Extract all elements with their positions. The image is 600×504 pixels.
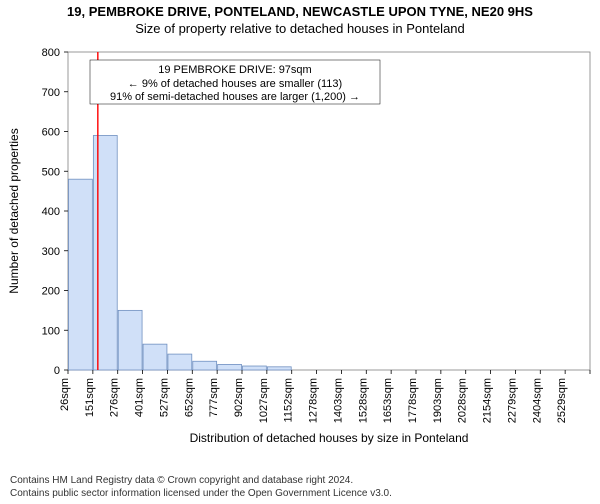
y-tick-label: 600: [42, 127, 60, 139]
info-box-line-3: 91% of semi-detached houses are larger (…: [110, 91, 360, 103]
histogram-bar: [69, 179, 93, 370]
x-tick-label: 2404sqm: [531, 378, 543, 423]
x-axis-label: Distribution of detached houses by size …: [190, 431, 469, 445]
x-tick-label: 1528sqm: [357, 378, 369, 423]
x-tick-label: 151sqm: [84, 378, 96, 417]
histogram-bar: [193, 361, 217, 370]
y-tick-label: 200: [42, 286, 60, 298]
x-tick-label: 1778sqm: [407, 378, 419, 423]
page-title: 19, PEMBROKE DRIVE, PONTELAND, NEWCASTLE…: [0, 4, 600, 19]
y-tick-label: 700: [42, 87, 60, 99]
x-tick-label: 26sqm: [59, 378, 71, 411]
x-tick-label: 1152sqm: [283, 378, 295, 422]
x-tick-label: 652sqm: [183, 378, 195, 417]
footer-attribution: Contains HM Land Registry data © Crown c…: [10, 474, 392, 500]
x-tick-label: 1278sqm: [308, 378, 320, 423]
histogram-bar: [267, 367, 291, 370]
x-tick-label: 1653sqm: [382, 378, 394, 423]
y-tick-label: 300: [42, 246, 60, 258]
y-tick-label: 500: [42, 166, 60, 178]
x-tick-label: 2028sqm: [457, 378, 469, 423]
x-tick-label: 1903sqm: [432, 378, 444, 423]
x-tick-label: 401sqm: [134, 378, 146, 417]
x-tick-label: 527sqm: [158, 378, 170, 417]
x-tick-label: 777sqm: [208, 378, 220, 417]
histogram-bar: [93, 135, 117, 370]
page-subtitle: Size of property relative to detached ho…: [0, 21, 600, 36]
y-axis-label: Number of detached properties: [7, 128, 21, 293]
y-tick-label: 400: [42, 206, 60, 218]
y-tick-label: 100: [42, 325, 60, 337]
y-tick-label: 0: [54, 365, 60, 377]
x-tick-label: 2154sqm: [482, 378, 494, 423]
x-tick-label: 1027sqm: [258, 378, 270, 423]
histogram-bar: [118, 310, 142, 370]
x-tick-label: 902sqm: [233, 378, 245, 417]
x-tick-label: 1403sqm: [332, 378, 344, 423]
footer-line-2: Contains public sector information licen…: [10, 487, 392, 500]
footer-line-1: Contains HM Land Registry data © Crown c…: [10, 474, 392, 487]
x-tick-label: 2279sqm: [506, 378, 518, 423]
histogram-chart: 0 100 200 300 400 500 600 700 800 26sqm 151sqm 276s…: [0, 42, 600, 456]
x-tick-label: 2529sqm: [556, 378, 568, 423]
histogram-bar: [143, 344, 167, 370]
y-tick-label: 800: [42, 47, 60, 59]
info-box-line-2: ← 9% of detached houses are smaller (113…: [128, 78, 342, 90]
info-box-line-1: 19 PEMBROKE DRIVE: 97sqm: [158, 64, 311, 76]
histogram-bar: [243, 366, 267, 370]
histogram-bar: [218, 364, 242, 370]
x-tick-label: 276sqm: [109, 378, 121, 417]
histogram-bar: [168, 354, 192, 370]
